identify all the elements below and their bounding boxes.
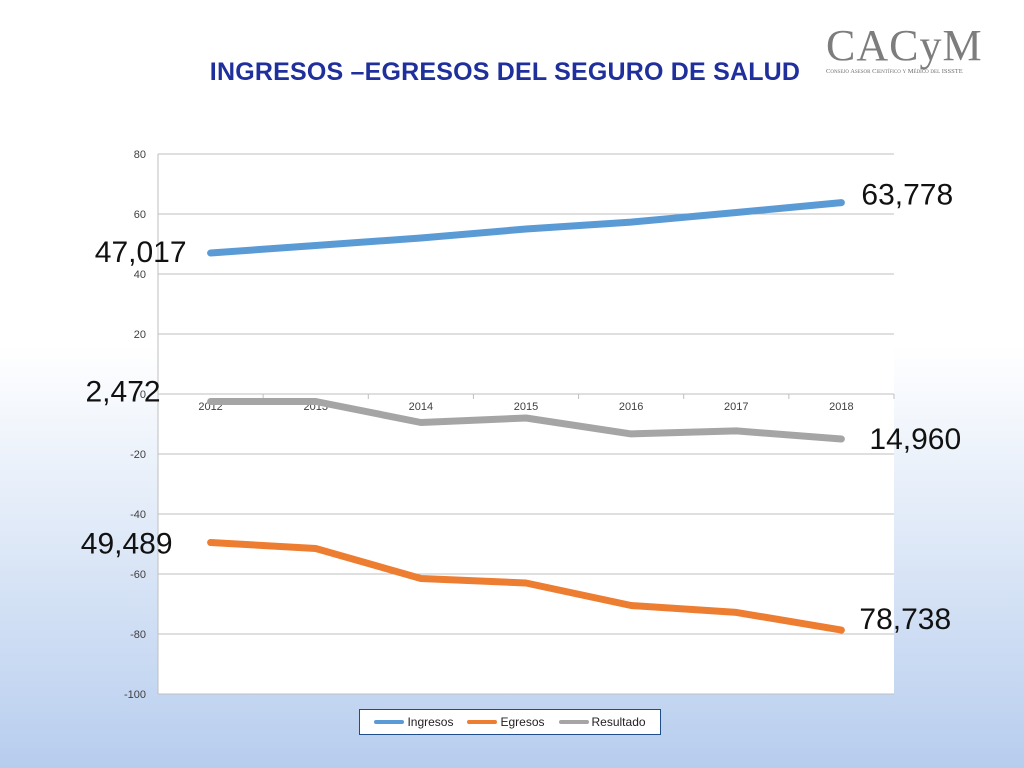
y-tick-label: 0: [140, 389, 146, 401]
x-tick-label: 2018: [829, 401, 853, 413]
chart-legend: Ingresos Egresos Resultado: [359, 709, 661, 735]
series-line-egresos: [207, 539, 845, 634]
cacym-logo: CACyM Consejo Asesor Científico y Médico…: [826, 24, 996, 78]
data-callout-ingresos-2018: 63,778: [861, 179, 953, 212]
y-tick-label: -60: [130, 569, 146, 581]
y-tick-label: 40: [134, 269, 146, 281]
legend-label: Egresos: [500, 715, 545, 729]
y-tick-label: -40: [130, 509, 146, 521]
y-tick-label: -80: [130, 629, 146, 641]
data-callout-resultado-2018: 14,960: [869, 423, 961, 456]
data-callout-ingresos-2012: 47,017: [95, 236, 187, 269]
legend-swatch: [467, 720, 498, 724]
y-tick-label: 60: [134, 209, 146, 221]
chart-title: INGRESOS –EGRESOS DEL SEGURO DE SALUD: [209, 58, 801, 86]
y-tick-label: -100: [124, 689, 146, 701]
logo-tagline: Consejo Asesor Científico y Médico del I…: [826, 68, 963, 75]
logo-wordmark: CACyM: [826, 21, 983, 70]
legend-label: Ingresos: [407, 715, 454, 729]
plot-area: [158, 154, 894, 694]
y-tick-label: -20: [130, 449, 146, 461]
series-line-resultado: [207, 398, 845, 443]
data-callout-egresos-2012: 49,489: [81, 528, 173, 561]
y-tick-label: 20: [134, 329, 146, 341]
legend-item-egresos: Egresos: [467, 715, 545, 729]
legend-swatch: [374, 720, 405, 724]
x-tick-label: 2017: [724, 401, 748, 413]
data-callout-egresos-2018: 78,738: [859, 603, 951, 636]
x-tick-label: 2014: [409, 401, 433, 413]
y-tick-label: 80: [134, 149, 146, 161]
data-callout-resultado-2012: 2,472: [85, 376, 160, 409]
legend-swatch: [558, 720, 589, 724]
series-line-ingresos: [207, 199, 845, 257]
x-tick-label: 2016: [619, 401, 643, 413]
legend-label: Resultado: [591, 715, 646, 729]
legend-item-resultado: Resultado: [558, 715, 646, 729]
x-tick-label: 2015: [514, 401, 538, 413]
legend-item-ingresos: Ingresos: [374, 715, 453, 729]
